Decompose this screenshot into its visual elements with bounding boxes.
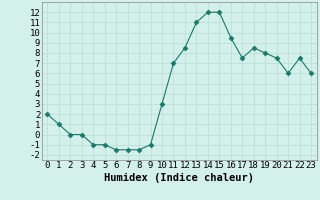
X-axis label: Humidex (Indice chaleur): Humidex (Indice chaleur) <box>104 173 254 183</box>
